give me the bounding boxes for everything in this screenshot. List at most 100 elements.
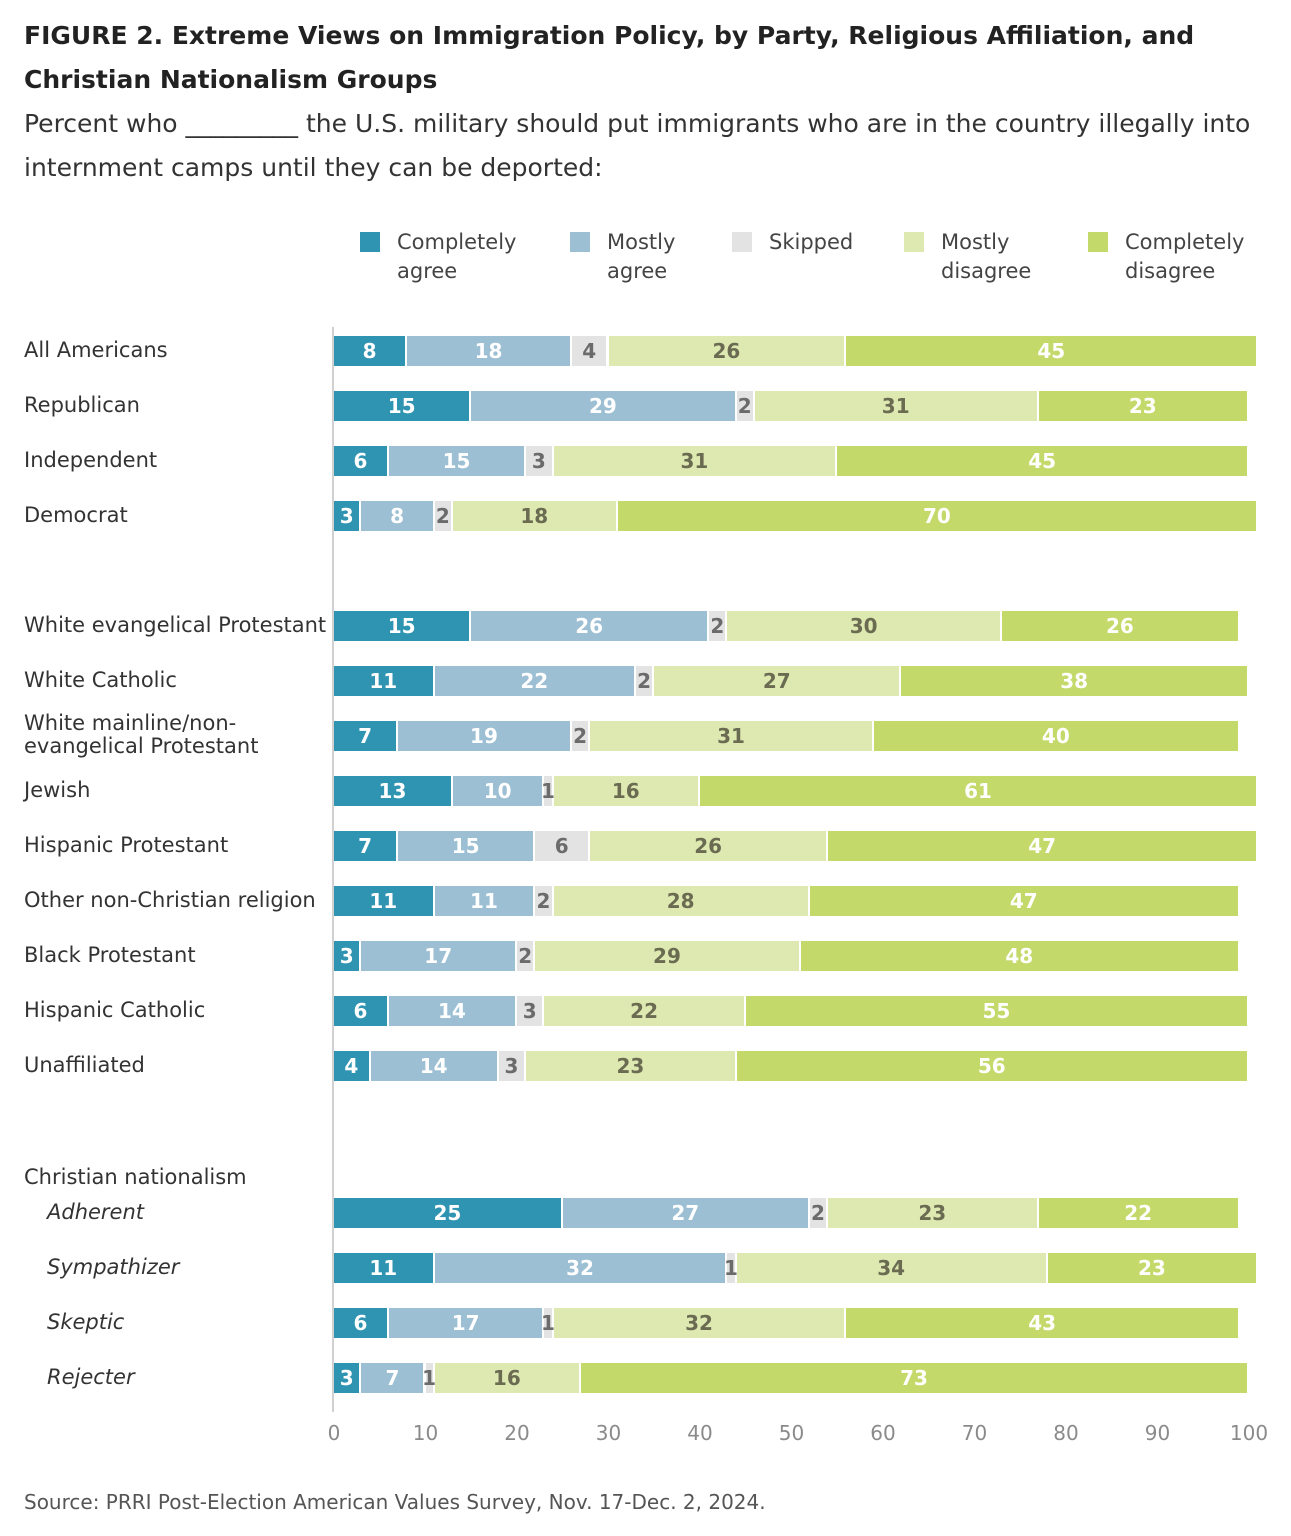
row-label: Unaffiliated: [24, 1053, 145, 1077]
y-axis-line: [332, 327, 334, 1412]
bar-segment-completely-disagree: 70: [617, 501, 1259, 531]
bar-segment-mostly-disagree: 31: [754, 391, 1039, 421]
row-label: Hispanic Catholic: [24, 998, 206, 1022]
data-label: 11: [369, 889, 398, 913]
legend-item: Mostly agree: [570, 228, 732, 286]
data-label: 7: [358, 724, 372, 748]
bar-segment-mostly-disagree: 26: [608, 336, 847, 366]
data-label: 3: [531, 449, 546, 473]
data-label: 13: [378, 779, 407, 803]
bar-segment-mostly-agree: 11: [434, 886, 536, 916]
bar-segment-skipped: 4: [571, 336, 609, 366]
x-tick-label: 20: [504, 1421, 530, 1445]
bar-segment-completely-agree: 8: [334, 336, 408, 366]
data-label: 7: [385, 1366, 400, 1390]
bar-segment-mostly-agree: 29: [471, 391, 737, 421]
bar-segment-mostly-disagree: 16: [553, 776, 700, 806]
bar-segment-mostly-agree: 14: [388, 996, 517, 1026]
row-label: Jewish: [24, 778, 91, 802]
bar-segment-completely-disagree: 61: [700, 776, 1259, 806]
legend-label: Mostly agree: [607, 230, 676, 283]
data-label: 73: [900, 1366, 928, 1390]
bar-segment-completely-disagree: 23: [1047, 1253, 1259, 1283]
data-label: 47: [1009, 889, 1038, 913]
x-tick-label: 90: [1144, 1421, 1171, 1445]
data-label: 19: [470, 724, 498, 748]
row-label: Hispanic Protestant: [24, 833, 229, 857]
data-label: 3: [339, 944, 354, 968]
bar-segment-mostly-agree: 27: [562, 1198, 810, 1228]
data-label: 6: [353, 1311, 368, 1335]
bar-segment-completely-disagree: 26: [1001, 611, 1240, 641]
bar-segment-completely-disagree: 48: [800, 941, 1240, 971]
data-label: 56: [977, 1054, 1006, 1078]
data-label: 1: [541, 779, 555, 803]
data-label: 15: [387, 394, 416, 418]
data-label: 27: [671, 1201, 700, 1225]
data-label: 61: [964, 779, 992, 803]
bar-segment-completely-agree: 6: [334, 996, 389, 1026]
bar-segment-mostly-agree: 19: [398, 721, 572, 751]
bar-segment-completely-agree: 7: [334, 721, 399, 751]
data-label: 3: [504, 1054, 519, 1078]
data-label: 32: [685, 1311, 713, 1335]
bar-segment-completely-disagree: 56: [736, 1051, 1249, 1081]
bar-segment-completely-agree: 3: [334, 1363, 362, 1393]
bar-segment-completely-agree: 15: [334, 391, 472, 421]
legend-item: Completely disagree: [1088, 228, 1250, 286]
data-label: 70: [922, 504, 951, 528]
data-label: 28: [666, 889, 695, 913]
data-label: 22: [630, 999, 658, 1023]
bar-segment-completely-agree: 4: [334, 1051, 371, 1081]
data-label: 4: [344, 1054, 359, 1078]
bar-segment-completely-disagree: 45: [846, 336, 1259, 366]
legend-swatch: [904, 232, 924, 252]
bar-segment-mostly-agree: 8: [361, 501, 435, 531]
x-tick-label: 40: [687, 1421, 713, 1445]
row-label: All Americans: [24, 338, 168, 362]
bar-segment-mostly-agree: 17: [361, 941, 517, 971]
x-tick-label: 50: [778, 1421, 805, 1445]
data-label: 2: [637, 669, 652, 693]
row-label: Republican: [24, 393, 140, 417]
chart-subtitle: Percent who _________ the U.S. military …: [24, 109, 1251, 182]
row-label: Sympathizer: [47, 1255, 180, 1279]
bar-segment-mostly-agree: 26: [471, 611, 710, 641]
data-label: 31: [717, 724, 745, 748]
data-label: 29: [589, 394, 617, 418]
bar-segment-mostly-agree: 22: [434, 666, 636, 696]
bar-segment-mostly-disagree: 29: [535, 941, 801, 971]
bar-segment-skipped: 2: [809, 1198, 829, 1228]
x-tick-label: 30: [595, 1421, 622, 1445]
data-label: 32: [566, 1256, 594, 1280]
bar-segment-mostly-agree: 17: [388, 1308, 545, 1338]
bar-segment-skipped: 2: [709, 611, 728, 641]
legend-label: Completely disagree: [1125, 230, 1245, 283]
data-label: 15: [387, 614, 416, 638]
data-label: 8: [362, 339, 377, 363]
bar-segment-skipped: 2: [517, 941, 536, 971]
bar-segment-mostly-disagree: 28: [553, 886, 810, 916]
bar-segment-completely-disagree: 73: [581, 1363, 1249, 1393]
legend-item: Completely agree: [360, 228, 522, 286]
data-label: 30: [849, 614, 878, 638]
legend-item: Skipped: [732, 228, 859, 257]
bar-segment-skipped: 2: [535, 886, 554, 916]
data-label: 1: [541, 1311, 555, 1335]
bar-segment-skipped: 1: [541, 1308, 555, 1338]
data-label: 17: [424, 944, 453, 968]
x-tick-label: 70: [961, 1421, 988, 1445]
legend-label: Skipped: [769, 230, 854, 254]
data-label: 6: [353, 999, 368, 1023]
bar-segment-mostly-disagree: 23: [828, 1198, 1039, 1228]
data-label: 15: [442, 449, 471, 473]
bar-segment-mostly-disagree: 23: [526, 1051, 737, 1081]
row-label: White evangelical Protestant: [24, 613, 327, 637]
x-tick-label: 100: [1229, 1421, 1269, 1445]
data-label: 38: [1060, 669, 1089, 693]
row-label: Rejecter: [47, 1365, 135, 1389]
row-label: Adherent: [47, 1200, 145, 1224]
x-tick-label: 0: [327, 1421, 341, 1445]
bar-segment-skipped: 1: [541, 776, 555, 806]
bar-segment-skipped: 3: [498, 1051, 527, 1081]
